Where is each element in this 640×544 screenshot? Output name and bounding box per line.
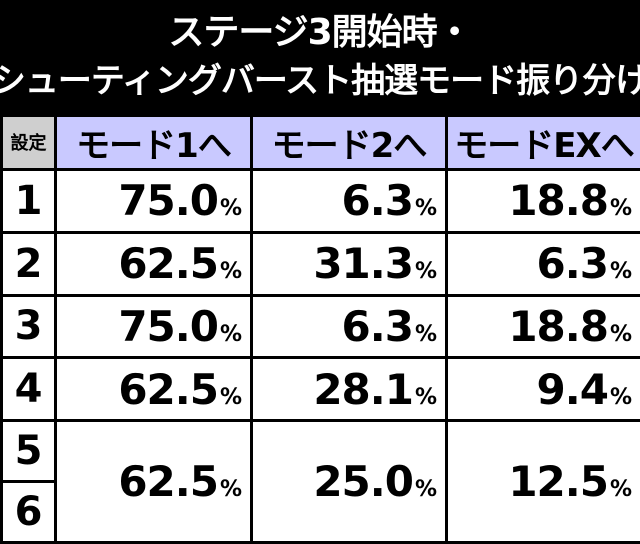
percent-sign: % [609, 196, 632, 222]
mode2-value: 31.3% [250, 230, 448, 297]
percent-sign: % [414, 196, 437, 222]
percent-sign: % [609, 321, 632, 347]
setting-cell: 3 [0, 293, 57, 360]
value-number: 18.8 [508, 301, 609, 351]
percent-sign: % [414, 321, 437, 347]
mode1-value: 75.0% [54, 293, 253, 360]
header-modeEX: モードEXへ [445, 114, 640, 171]
value-number: 18.8 [508, 176, 609, 226]
setting-cell: 2 [0, 230, 57, 297]
value-number: 62.5 [118, 364, 219, 414]
value-number: 62.5 [118, 239, 219, 289]
value-number: 6.3 [341, 301, 414, 351]
title-line-1: ステージ3開始時・ [168, 12, 472, 53]
modeEX-value: 18.8% [445, 167, 640, 234]
mode2-value: 25.0% [250, 419, 448, 544]
setting-cell: 6 [0, 480, 57, 544]
header-mode1: モード1へ [54, 114, 253, 171]
percent-sign: % [609, 477, 632, 503]
value-number: 62.5 [118, 457, 219, 507]
setting-cell: 1 [0, 167, 57, 234]
table-row: 2 62.5% 31.3% 6.3% [0, 230, 640, 297]
mode1-value: 62.5% [54, 230, 253, 297]
mode1-value: 62.5% [54, 356, 253, 423]
value-number: 75.0 [118, 176, 219, 226]
mode-distribution-table: 設定 モード1へ モード2へ モードEXへ 1 75.0% 6.3% 18.8%… [0, 114, 640, 544]
setting-cell: 5 [0, 419, 57, 484]
percent-sign: % [219, 259, 242, 285]
value-number: 6.3 [341, 176, 414, 226]
table-header-row: 設定 モード1へ モード2へ モードEXへ [0, 114, 640, 171]
value-number: 31.3 [313, 239, 414, 289]
percent-sign: % [414, 384, 437, 410]
value-number: 9.4 [536, 364, 609, 414]
table-row: 1 75.0% 6.3% 18.8% [0, 167, 640, 234]
mode2-value: 6.3% [250, 293, 448, 360]
value-number: 28.1 [313, 364, 414, 414]
mode1-value: 75.0% [54, 167, 253, 234]
modeEX-value: 9.4% [445, 356, 640, 423]
percent-sign: % [609, 384, 632, 410]
modeEX-value: 18.8% [445, 293, 640, 360]
percent-sign: % [219, 196, 242, 222]
header-mode2: モード2へ [250, 114, 448, 171]
setting-cell: 4 [0, 356, 57, 423]
mode2-value: 6.3% [250, 167, 448, 234]
value-number: 25.0 [313, 457, 414, 507]
modeEX-value: 6.3% [445, 230, 640, 297]
percent-sign: % [219, 321, 242, 347]
header-setting: 設定 [0, 114, 57, 171]
percent-sign: % [414, 477, 437, 503]
page-title: ステージ3開始時・ シューティングバースト抽選モード振り分け [0, 0, 640, 114]
table-row: 6 [0, 480, 640, 544]
modeEX-value: 12.5% [445, 419, 640, 544]
value-number: 12.5 [508, 457, 609, 507]
value-number: 6.3 [536, 239, 609, 289]
mode2-value: 28.1% [250, 356, 448, 423]
percent-sign: % [219, 384, 242, 410]
percent-sign: % [414, 259, 437, 285]
table-row: 4 62.5% 28.1% 9.4% [0, 356, 640, 423]
value-number: 75.0 [118, 301, 219, 351]
title-line-2: シューティングバースト抽選モード振り分け [0, 61, 640, 101]
percent-sign: % [609, 259, 632, 285]
percent-sign: % [219, 477, 242, 503]
table-row: 5 62.5% 25.0% 12.5% [0, 419, 640, 544]
mode1-value: 62.5% [54, 419, 253, 544]
table-row: 3 75.0% 6.3% 18.8% [0, 293, 640, 360]
